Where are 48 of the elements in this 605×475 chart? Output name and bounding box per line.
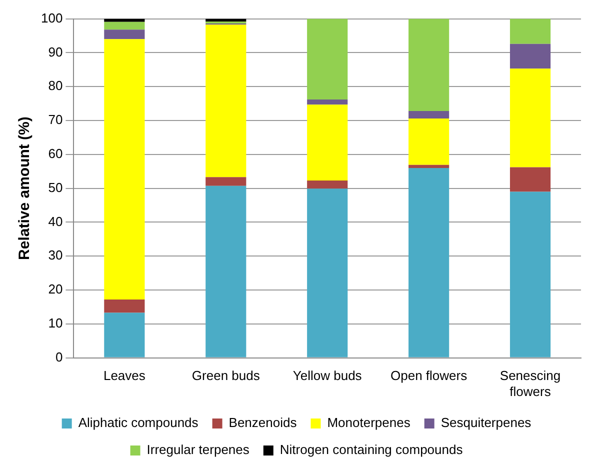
legend-label: Nitrogen containing compounds xyxy=(280,442,464,458)
bar xyxy=(206,24,246,178)
bar xyxy=(408,118,450,165)
legend-label: Aliphatic compounds xyxy=(78,415,199,430)
bar xyxy=(510,18,551,44)
bar xyxy=(104,30,145,40)
bar xyxy=(206,18,246,22)
x-tick-label: Leaves xyxy=(103,368,146,384)
y-tick-label: 40 xyxy=(48,214,63,229)
bar xyxy=(104,299,145,313)
bar xyxy=(206,186,246,358)
y-tick-label: 70 xyxy=(48,112,63,128)
y-tick-label: 50 xyxy=(48,180,63,195)
legend-label: Irregular terpenes xyxy=(146,442,250,458)
bar xyxy=(408,18,450,112)
bar xyxy=(408,168,450,358)
x-tick-label: Green buds xyxy=(192,368,260,384)
bar xyxy=(307,104,348,181)
bar xyxy=(408,164,450,168)
y-tick-label: 10 xyxy=(48,315,63,330)
y-tick-label: 90 xyxy=(48,44,63,60)
bar xyxy=(510,44,551,69)
x-tick-label: Open flowers xyxy=(390,368,468,384)
y-tick-label: 80 xyxy=(48,78,63,94)
bar xyxy=(408,111,450,118)
bar xyxy=(206,177,246,186)
y-tick-label: 30 xyxy=(48,248,63,263)
bar xyxy=(307,188,348,358)
bar xyxy=(104,22,145,30)
legend-label: Benzenoids xyxy=(228,415,298,430)
x-tick-label: Yellow buds xyxy=(292,368,362,384)
y-tick-label: 20 xyxy=(48,282,63,297)
x-tick-label: Senescing flowers xyxy=(500,368,561,399)
y-tick-label: 100 xyxy=(40,10,63,26)
legend-label: Monoterpenes xyxy=(327,415,411,430)
y-tick-label: 0 xyxy=(55,349,63,364)
y-tick-label: 60 xyxy=(48,146,63,161)
bar xyxy=(104,312,145,358)
bar xyxy=(510,68,551,168)
bar xyxy=(510,192,551,358)
bar xyxy=(104,39,145,300)
bar xyxy=(510,167,551,192)
bar xyxy=(307,180,348,189)
y-axis-title: Relative amount (%) xyxy=(16,116,34,260)
bar xyxy=(307,99,348,105)
legend-label: Sesquiterpenes xyxy=(440,415,532,430)
bar xyxy=(307,18,348,100)
bar xyxy=(104,18,145,22)
